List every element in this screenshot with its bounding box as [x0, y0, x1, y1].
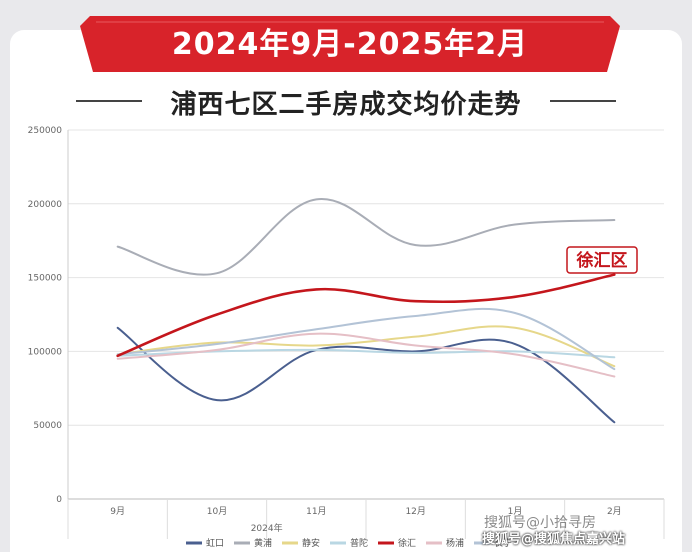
x-tick-label: 10月: [207, 506, 227, 517]
legend-label-徐汇: 徐汇: [398, 537, 416, 549]
y-tick-label: 200000: [28, 200, 63, 210]
series-line-长宁: [116, 307, 616, 371]
y-tick-label: 0: [56, 495, 62, 505]
banner-text: 2024年9月-2025年2月: [171, 27, 529, 62]
x-tick-label: 1月: [508, 506, 523, 517]
x-group-label: 2024年: [251, 522, 283, 534]
series-line-杨浦: [116, 332, 616, 378]
title-banner: [80, 16, 620, 72]
x-tick-label: 2月: [607, 506, 622, 517]
legend-label-杨浦: 杨浦: [446, 537, 464, 549]
y-tick-label: 50000: [33, 421, 62, 431]
annotation-label: 徐汇区: [576, 250, 628, 271]
series-line-徐汇: [116, 273, 616, 358]
chart-title: 浦西七区二手房成交均价走势: [170, 90, 522, 120]
watermark-bottom: 搜狐号@搜狐焦点嘉兴站: [482, 532, 626, 547]
annotation-box: [566, 246, 638, 274]
series-line-静安: [116, 325, 616, 368]
title-rule-right: [550, 100, 616, 102]
title-rule-left: [76, 100, 142, 102]
watermark-top: 搜狐号@小拾寻房: [484, 515, 596, 531]
legend-label-黄浦: 黄浦: [254, 537, 272, 549]
legend-label-静安: 静安: [302, 537, 320, 549]
legend-label-虹口: 虹口: [206, 538, 224, 549]
series-line-黄浦: [116, 198, 616, 276]
x-tick-label: 9月: [110, 506, 125, 517]
x-tick-label: 12月: [405, 506, 425, 517]
legend-label-普陀: 普陀: [350, 537, 368, 549]
y-tick-label: 250000: [28, 126, 63, 136]
x-tick-label: 11月: [306, 506, 326, 517]
y-tick-label: 100000: [28, 347, 63, 357]
legend-label-长宁: 长宁: [494, 537, 512, 549]
y-tick-label: 150000: [28, 274, 63, 284]
